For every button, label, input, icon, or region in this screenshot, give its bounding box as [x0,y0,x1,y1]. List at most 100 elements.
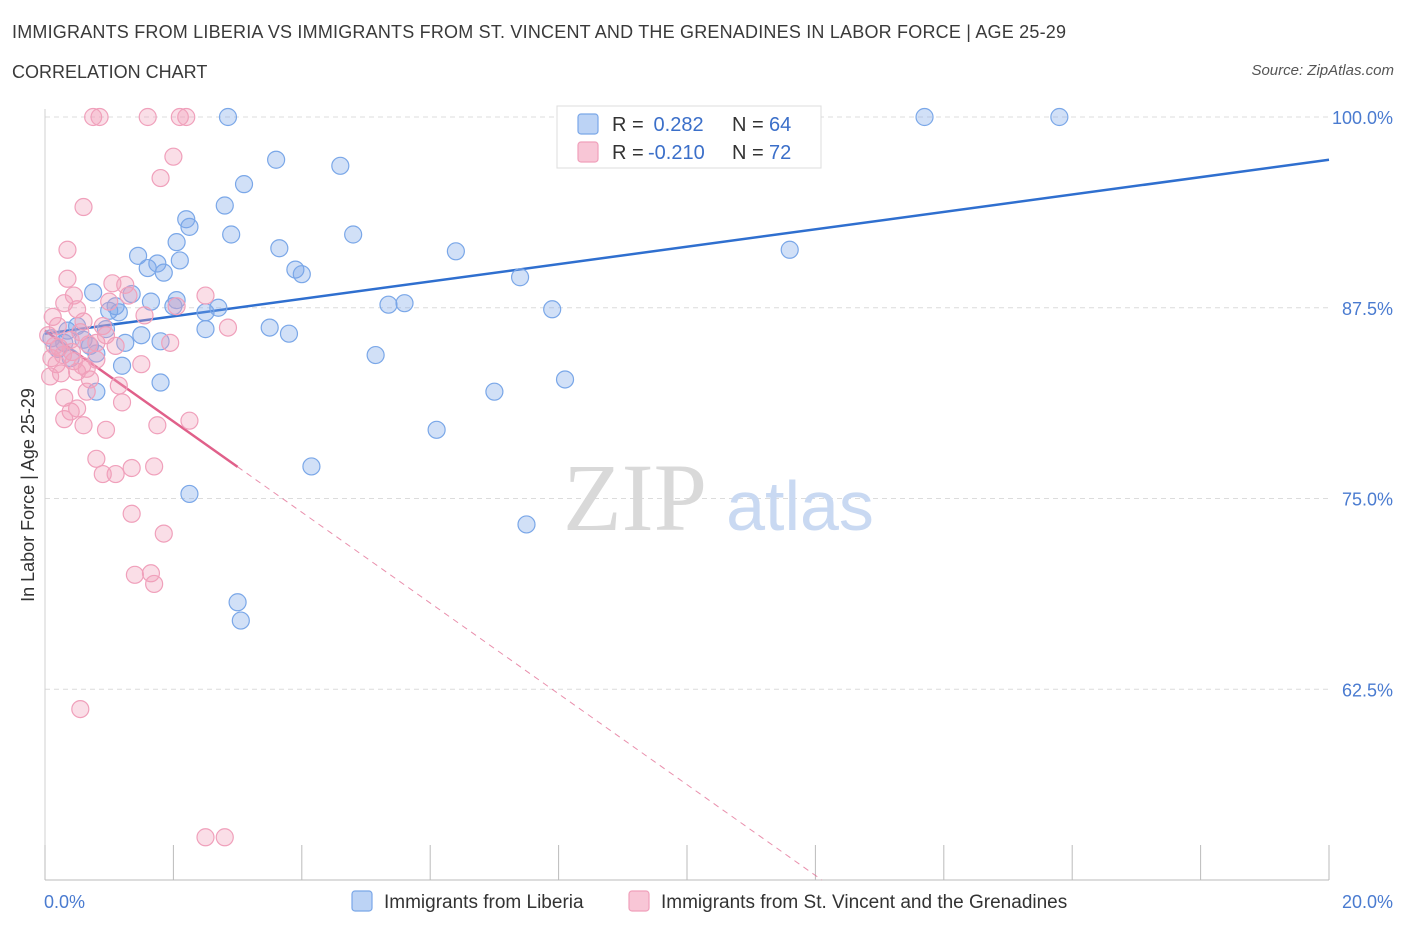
point-s0-19 [132,326,151,345]
point-s1-48 [122,458,141,478]
point-s0-58 [517,515,536,534]
point-s1-35 [93,464,112,484]
point-s0-32 [180,484,199,504]
point-s1-34 [90,107,109,127]
point-s1-54 [145,574,164,594]
point-s0-43 [267,150,286,169]
point-s0-24 [151,332,170,351]
watermark: ZIP atlas [563,444,874,551]
point-s0-15 [112,356,132,375]
y-tick-label-0: 100.0% [1332,108,1393,128]
point-s0-11 [96,320,116,339]
point-s1-68 [218,318,238,337]
point-s0-45 [279,324,299,343]
trend-line-solid-0 [44,158,1330,335]
chart-subtitle: CORRELATION CHART [12,62,208,82]
y-tick-labels: 100.0% 87.5% 75.0% 62.5% [1332,108,1393,700]
point-s1-42 [106,464,125,484]
point-s1-70 [73,356,92,375]
point-s1-47 [122,504,141,523]
point-s0-18 [128,246,148,265]
point-s1-3 [43,307,62,327]
point-s1-24 [74,197,93,217]
point-s0-40 [231,611,250,630]
point-s1-44 [112,393,132,412]
point-s0-55 [446,242,465,261]
y-tick-label-2: 75.0% [1342,490,1393,510]
source-credit: Source: ZipAtlas.com [1251,62,1394,79]
point-s0-49 [331,156,350,175]
point-s1-53 [141,564,161,583]
point-s0-47 [292,265,311,284]
watermark-atlas: atlas [726,467,874,545]
y-tick-label-3: 62.5% [1342,680,1393,700]
legend-r-label-liberia: R = [612,114,644,136]
point-s1-59 [161,333,180,352]
point-s1-22 [71,699,90,719]
point-s1-61 [167,297,186,316]
point-s1-66 [196,286,215,305]
point-s1-46 [119,286,138,305]
point-s1-6 [48,316,67,336]
point-s1-55 [145,457,164,476]
point-s1-29 [80,370,100,389]
point-s1-67 [215,828,234,847]
point-s1-57 [151,168,170,188]
point-s0-38 [222,225,241,244]
point-s0-56 [485,382,504,401]
axes [44,109,1330,881]
bottom-legend-swatch-stvincent [628,890,650,912]
point-s0-60 [555,370,575,389]
point-s0-63 [915,107,934,127]
point-s1-0 [39,326,58,345]
point-s0-37 [218,107,238,127]
stats-legend: R = 0.282 N = 64 R = -0.210 N = 72 [556,105,822,169]
point-s0-29 [170,251,189,270]
legend-n-value-stvincent: 72 [769,142,791,164]
legend-swatch-stvincent [577,141,599,163]
point-s1-41 [106,336,125,355]
bottom-legend-label-stvincent: Immigrants from St. Vincent and the Gren… [661,892,1067,913]
stats-legend-box [556,105,822,169]
point-s1-50 [132,355,151,374]
point-s1-13 [58,269,77,288]
point-s1-51 [135,306,154,325]
legend-n-value-liberia: 64 [769,114,791,136]
point-s1-14 [58,240,77,259]
point-s0-8 [84,283,103,302]
point-s1-56 [148,416,167,435]
point-s1-62 [170,107,189,127]
point-s1-52 [138,107,157,127]
point-s1-58 [154,524,173,543]
legend-r-value-liberia: 0.282 [648,114,704,136]
legend-n-label-stvincent: N = [732,142,764,164]
point-s1-20 [67,399,87,418]
point-s0-10 [87,344,106,363]
point-s0-41 [234,175,254,194]
point-s0-59 [543,300,562,319]
point-s0-42 [260,318,279,337]
bottom-legend-swatch-liberia [351,890,373,912]
point-s0-50 [344,225,363,244]
point-s1-60 [164,147,183,166]
point-s1-8 [51,364,71,383]
y-axis-title: In Labor Force | Age 25-29 [18,388,38,602]
bottom-legend: Immigrants from Liberia Immigrants from … [351,890,1067,913]
point-s1-43 [109,376,128,395]
point-s0-64 [1050,107,1069,127]
point-s1-65 [196,828,215,847]
point-s0-57 [510,268,530,287]
point-s0-52 [379,295,398,314]
point-s0-36 [215,196,234,215]
point-s0-23 [151,373,170,392]
point-s0-48 [302,457,321,476]
point-s1-49 [125,565,144,584]
point-s1-63 [177,107,196,127]
legend-n-label-liberia: N = [732,114,764,136]
point-s1-37 [96,420,116,439]
point-s1-30 [84,107,103,127]
point-s0-33 [196,320,215,339]
point-s0-51 [366,345,385,365]
point-s1-25 [74,416,93,435]
point-s0-22 [148,254,167,273]
